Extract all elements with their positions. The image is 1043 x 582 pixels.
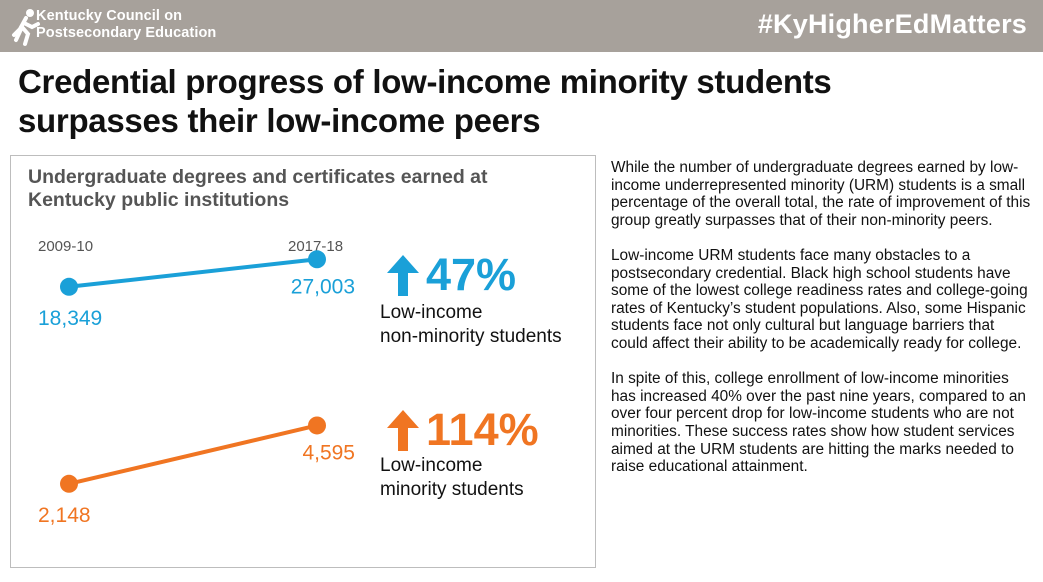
series-label-blue-line2: non-minority students (380, 326, 562, 347)
series-label-orange-line2: minority students (380, 479, 524, 500)
org-name-line2: Postsecondary Education (36, 25, 217, 41)
data-label: 2,148 (38, 504, 91, 527)
series-line (68, 257, 318, 289)
series-label-orange-line1: Low-income (380, 455, 483, 476)
arrow-up-icon (387, 255, 419, 296)
series-label-blue: Low-income non-minority students (380, 301, 562, 349)
data-point (60, 277, 78, 296)
stat-orange: 114% (384, 405, 539, 455)
body-text: While the number of undergraduate degree… (611, 159, 1031, 493)
data-point (60, 474, 78, 493)
header-bar: Kentucky Council on Postsecondary Educat… (0, 0, 1043, 52)
body-paragraph-3: In spite of this, college enrollment of … (611, 370, 1026, 476)
stat-blue: 47% (384, 250, 516, 300)
arrow-up-icon (387, 410, 419, 451)
chart-title-line1: Undergraduate degrees and certificates e… (28, 166, 488, 188)
data-label: 4,595 (302, 441, 355, 464)
line-chart: 2009-10 2017-18 18,349 27,003 2,148 4,595 (38, 238, 355, 527)
page-title-line1: Credential progress of low-income minori… (18, 63, 832, 100)
running-figure-icon (12, 9, 40, 46)
chart-title: Undergraduate degrees and certificates e… (28, 166, 568, 212)
stat-orange-value: 114% (426, 404, 539, 455)
data-point (308, 416, 326, 435)
body-paragraph-1: While the number of undergraduate degree… (611, 159, 1031, 229)
data-label: 27,003 (291, 275, 355, 298)
body-paragraph-2: Low-income URM students face many obstac… (611, 246, 1028, 352)
x-tick-label: 2017-18 (288, 238, 343, 255)
page-title: Credential progress of low-income minori… (18, 62, 1028, 140)
data-point (308, 250, 326, 269)
data-label: 18,349 (38, 307, 102, 330)
chart-title-line2: Kentucky public institutions (28, 189, 290, 211)
org-name-line1: Kentucky Council on (36, 8, 183, 24)
series-line (68, 423, 318, 486)
hashtag: #KyHigherEdMatters (757, 9, 1027, 39)
x-tick-label: 2009-10 (38, 238, 93, 255)
chart-panel (10, 155, 596, 568)
stat-blue-value: 47% (426, 249, 517, 300)
org-name: Kentucky Council on Postsecondary Educat… (36, 8, 216, 42)
page-title-line2: surpasses their low-income peers (18, 102, 541, 139)
series-label-blue-line1: Low-income (380, 302, 483, 323)
series-label-orange: Low-income minority students (380, 454, 524, 502)
